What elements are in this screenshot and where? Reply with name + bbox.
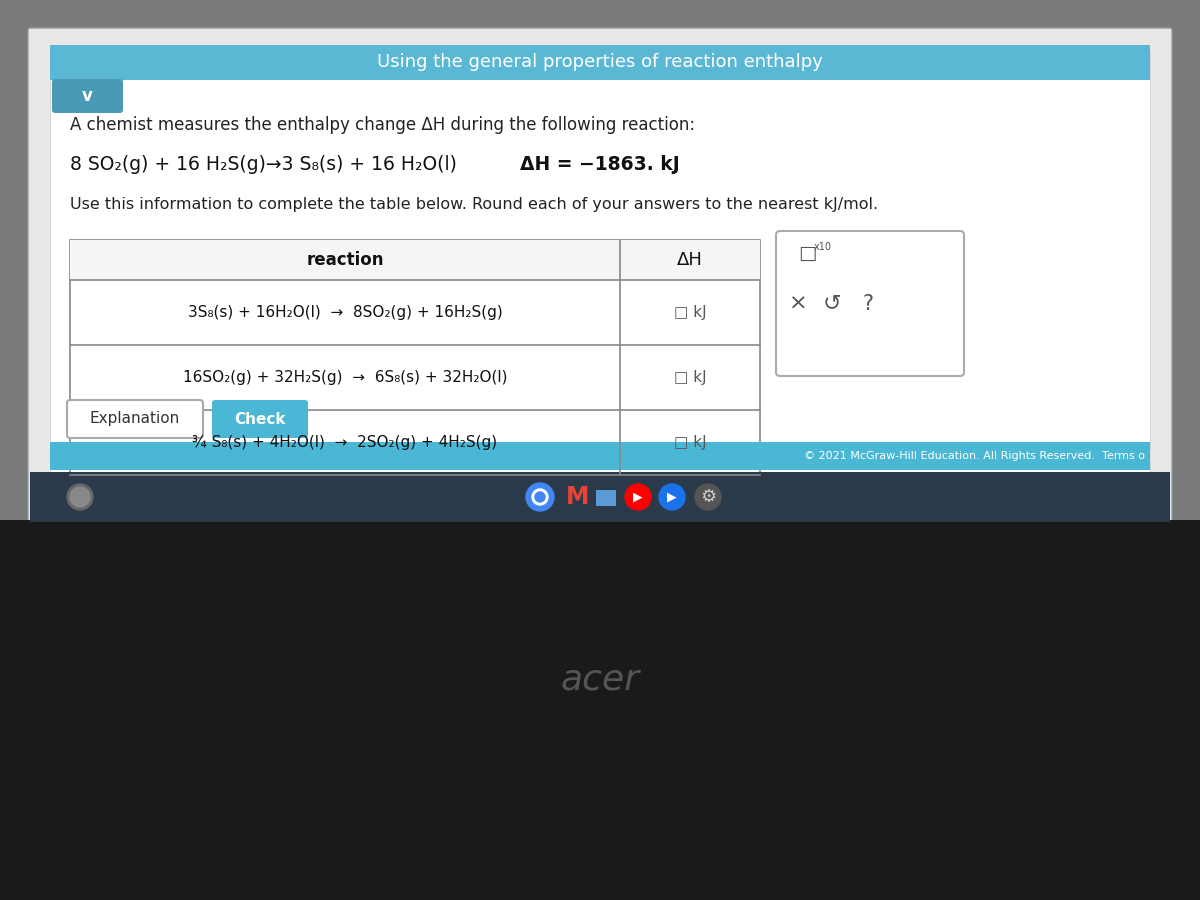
Circle shape xyxy=(526,483,554,511)
Text: 3S₈(s) + 16H₂O(l)  →  8SO₂(g) + 16H₂S(g): 3S₈(s) + 16H₂O(l) → 8SO₂(g) + 16H₂S(g) xyxy=(187,305,503,320)
Text: © 2021 McGraw-Hill Education. All Rights Reserved.  Terms o: © 2021 McGraw-Hill Education. All Rights… xyxy=(804,451,1145,461)
Text: ▶: ▶ xyxy=(667,491,677,503)
Bar xyxy=(596,490,616,506)
Text: □ kJ: □ kJ xyxy=(673,435,707,450)
Text: ?: ? xyxy=(863,293,874,313)
Text: 8 SO₂(g) + 16 H₂S(g)→3 S₈(s) + 16 H₂O(l): 8 SO₂(g) + 16 H₂S(g)→3 S₈(s) + 16 H₂O(l) xyxy=(70,156,457,175)
Bar xyxy=(70,240,760,280)
Text: Use this information to complete the table below. Round each of your answers to : Use this information to complete the tab… xyxy=(70,197,878,212)
Text: v: v xyxy=(82,87,92,105)
Text: ΔH = −1863. kJ: ΔH = −1863. kJ xyxy=(520,156,679,175)
Circle shape xyxy=(70,487,90,507)
Text: Using the general properties of reaction enthalpy: Using the general properties of reaction… xyxy=(377,53,823,71)
Text: reaction: reaction xyxy=(306,251,384,269)
Text: M: M xyxy=(566,485,589,509)
Text: Check: Check xyxy=(234,411,286,427)
Circle shape xyxy=(695,484,721,510)
FancyBboxPatch shape xyxy=(776,231,964,376)
Text: 16SO₂(g) + 32H₂S(g)  →  6S₈(s) + 32H₂O(l): 16SO₂(g) + 32H₂S(g) → 6S₈(s) + 32H₂O(l) xyxy=(182,370,508,385)
Bar xyxy=(30,472,1170,522)
FancyBboxPatch shape xyxy=(212,400,308,438)
FancyBboxPatch shape xyxy=(52,79,124,113)
Text: □ kJ: □ kJ xyxy=(673,370,707,385)
Circle shape xyxy=(532,489,548,505)
Circle shape xyxy=(625,484,650,510)
Text: ×: × xyxy=(788,293,808,313)
FancyBboxPatch shape xyxy=(67,400,203,438)
Text: □: □ xyxy=(798,244,816,263)
Bar xyxy=(0,520,1200,900)
Bar xyxy=(50,45,1150,80)
Text: acer: acer xyxy=(560,663,640,697)
Bar xyxy=(50,442,1150,470)
Text: ⚙: ⚙ xyxy=(700,488,716,506)
Text: ¾ S₈(s) + 4H₂O(l)  →  2SO₂(g) + 4H₂S(g): ¾ S₈(s) + 4H₂O(l) → 2SO₂(g) + 4H₂S(g) xyxy=(192,435,498,450)
Text: A chemist measures the enthalpy change ΔH during the following reaction:: A chemist measures the enthalpy change Δ… xyxy=(70,116,695,134)
Circle shape xyxy=(67,484,94,510)
Text: x10: x10 xyxy=(814,242,832,252)
FancyBboxPatch shape xyxy=(28,28,1172,752)
Text: □ kJ: □ kJ xyxy=(673,305,707,320)
Bar xyxy=(70,240,760,475)
Text: Explanation: Explanation xyxy=(90,411,180,427)
Circle shape xyxy=(535,492,545,502)
Text: ↺: ↺ xyxy=(823,293,841,313)
Text: ▶: ▶ xyxy=(634,491,643,503)
Text: ΔH: ΔH xyxy=(677,251,703,269)
Bar xyxy=(50,50,1150,700)
Circle shape xyxy=(659,484,685,510)
